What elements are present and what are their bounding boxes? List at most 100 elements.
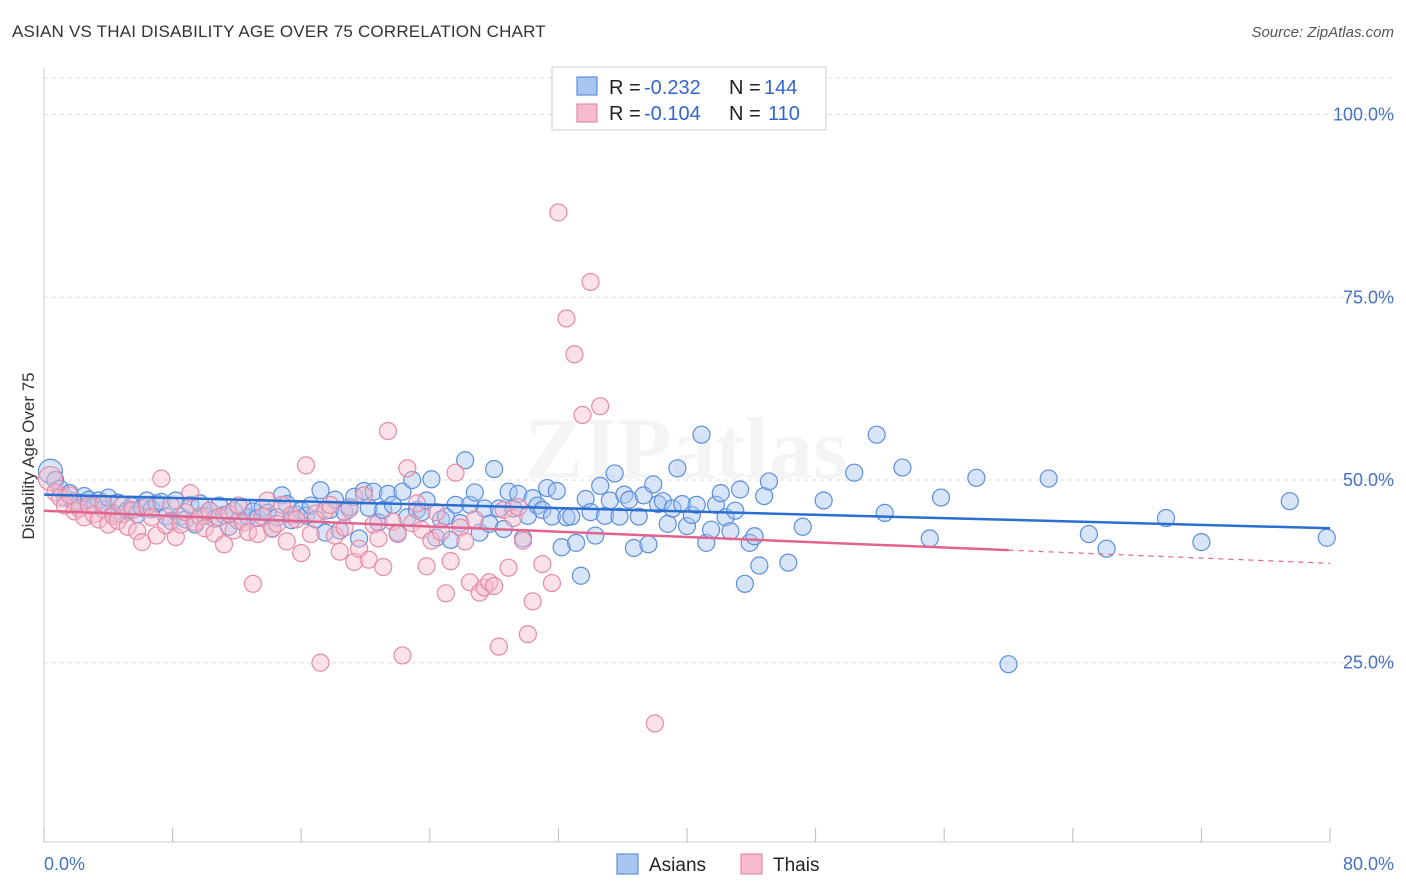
asians-point bbox=[393, 482, 412, 501]
y-tick-label: 50.0% bbox=[1343, 470, 1394, 490]
asians-trend-line bbox=[43, 493, 1331, 530]
thais-point bbox=[403, 514, 422, 533]
legend-r-value-thais: -0.104 bbox=[644, 103, 701, 125]
asians-point bbox=[1317, 528, 1336, 547]
asians-point bbox=[875, 503, 894, 522]
thais-point bbox=[504, 508, 523, 528]
asians-point bbox=[658, 514, 677, 533]
legend-swatch-asians bbox=[576, 76, 598, 96]
asians-point bbox=[644, 475, 663, 494]
asians-point bbox=[668, 459, 687, 478]
asians-point bbox=[677, 516, 697, 536]
legend-n-value-thais: 110 bbox=[768, 103, 800, 125]
asians-point bbox=[620, 490, 639, 509]
asians-point bbox=[46, 470, 65, 490]
thais-point bbox=[549, 203, 568, 222]
thais-point bbox=[581, 272, 600, 292]
axes bbox=[43, 68, 1331, 843]
thais-point bbox=[340, 500, 359, 519]
asians-point bbox=[702, 520, 721, 539]
thais-point bbox=[513, 531, 533, 550]
asians-point bbox=[639, 535, 658, 554]
asians-point bbox=[726, 501, 745, 520]
asians-point bbox=[349, 529, 369, 548]
x-tick-label-min: 0.0% bbox=[44, 854, 85, 874]
thais-point bbox=[499, 558, 518, 577]
chart-title: ASIAN VS THAI DISABILITY AGE OVER 75 COR… bbox=[12, 22, 546, 41]
asians-point bbox=[999, 655, 1018, 674]
thais-point bbox=[152, 469, 171, 488]
asians-point bbox=[692, 425, 711, 444]
asians-point bbox=[745, 527, 764, 546]
watermark: ZIPatlas bbox=[525, 401, 848, 498]
thais-point bbox=[557, 309, 576, 328]
thais-point bbox=[296, 456, 316, 475]
thais-point bbox=[417, 557, 436, 576]
thais-point bbox=[243, 574, 263, 593]
thais-point bbox=[518, 625, 537, 644]
thais-point bbox=[200, 501, 219, 520]
thais-point bbox=[214, 535, 234, 554]
asians-point bbox=[893, 458, 912, 477]
thais-point bbox=[489, 637, 509, 656]
y-tick-label: 25.0% bbox=[1343, 653, 1394, 673]
thais-point bbox=[248, 524, 267, 544]
asians-point bbox=[591, 476, 610, 495]
asians-point bbox=[605, 464, 624, 483]
asians-point bbox=[354, 481, 373, 501]
thais-point bbox=[118, 517, 137, 536]
asians-point bbox=[364, 482, 383, 501]
asians-point bbox=[456, 451, 475, 470]
thais-point bbox=[229, 496, 248, 515]
thais-point bbox=[301, 524, 320, 544]
legend-n-label-asians: N = bbox=[729, 77, 761, 99]
y-tick-label: 75.0% bbox=[1343, 287, 1394, 307]
asians-point bbox=[730, 480, 750, 499]
series-asians-points bbox=[37, 425, 1336, 674]
thais-point bbox=[369, 529, 388, 548]
asians-point bbox=[687, 495, 706, 514]
asians-point bbox=[403, 470, 422, 490]
asians-point bbox=[814, 491, 833, 510]
asians-point bbox=[509, 484, 528, 503]
legend-swatch-thais bbox=[576, 103, 598, 123]
thais-point bbox=[128, 522, 147, 541]
asians-point bbox=[931, 488, 951, 507]
thais-point bbox=[436, 584, 455, 603]
thais-point bbox=[456, 532, 475, 551]
asians-point bbox=[845, 463, 864, 482]
thais-point bbox=[311, 653, 330, 672]
thais-point bbox=[533, 554, 552, 574]
thais-point bbox=[446, 463, 465, 482]
y-tick-labels: 25.0% 50.0% 75.0% 100.0% bbox=[1333, 105, 1394, 673]
asians-point bbox=[735, 574, 754, 593]
asians-point bbox=[967, 468, 986, 487]
thais-trend-extension bbox=[1008, 549, 1331, 564]
legend-r-value-asians: -0.232 bbox=[644, 77, 701, 99]
asians-point bbox=[920, 529, 939, 548]
series-legend: Asians Thais bbox=[616, 853, 819, 876]
thais-point bbox=[565, 345, 584, 364]
asians-point bbox=[37, 458, 64, 484]
thais-trend-line bbox=[43, 509, 1009, 552]
asians-point bbox=[422, 470, 441, 489]
bottom-legend-label-asians: Asians bbox=[649, 855, 706, 876]
legend-r-label-asians: R = bbox=[609, 77, 641, 99]
asians-point bbox=[552, 538, 571, 557]
stats-legend-box bbox=[551, 66, 827, 131]
thais-point bbox=[46, 483, 65, 502]
asians-point bbox=[1156, 508, 1176, 528]
asians-point bbox=[239, 508, 258, 527]
bottom-legend-swatch-thais bbox=[740, 853, 763, 875]
thais-point bbox=[573, 405, 592, 425]
asians-point bbox=[533, 500, 552, 520]
asians-point bbox=[1280, 492, 1299, 511]
bottom-legend-label-thais: Thais bbox=[773, 855, 819, 876]
grid-lines bbox=[44, 77, 1394, 664]
thais-point bbox=[142, 508, 161, 527]
thais-point bbox=[388, 524, 407, 544]
asians-point bbox=[624, 538, 644, 558]
thais-point bbox=[99, 515, 118, 534]
thais-point bbox=[359, 550, 378, 569]
